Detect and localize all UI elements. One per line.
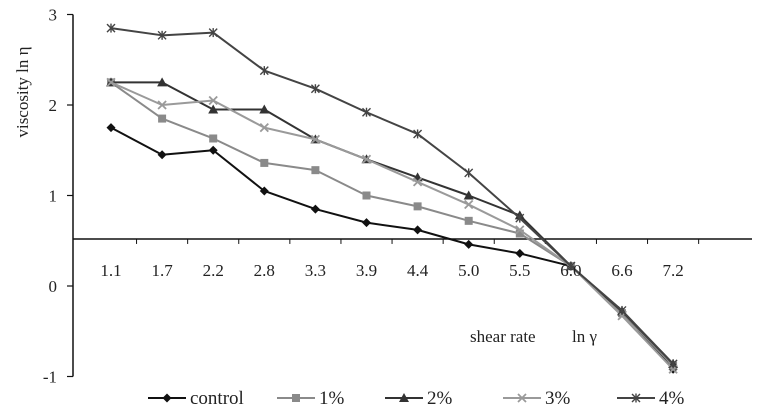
data-point — [668, 359, 678, 369]
legend-swatch-marker — [631, 393, 641, 403]
legend-item: control — [148, 388, 244, 409]
legend-item: 1% — [277, 388, 345, 409]
data-point — [464, 239, 474, 249]
data-point — [310, 134, 321, 145]
series-3 — [106, 77, 679, 368]
data-point — [208, 95, 218, 106]
data-point — [362, 191, 371, 200]
data-point — [260, 158, 269, 167]
legend-label: 1% — [319, 388, 345, 409]
legend-item: 4% — [617, 388, 685, 409]
data-point — [209, 134, 218, 143]
y-tick-label: -1 — [43, 368, 57, 387]
x-tick-label: 3.3 — [305, 261, 326, 280]
data-point — [310, 204, 320, 214]
x-tick-label: 5.5 — [509, 261, 530, 280]
y-tick-label: 3 — [49, 6, 58, 25]
data-point — [617, 305, 627, 315]
data-point — [464, 216, 473, 225]
data-point — [515, 225, 525, 235]
legend-item: 2% — [385, 388, 453, 409]
x-tick-label: 6.6 — [611, 261, 632, 280]
y-tick-label: 1 — [49, 187, 58, 206]
data-point — [413, 129, 423, 139]
x-tick-label: 5.0 — [458, 261, 479, 280]
data-point — [208, 28, 218, 38]
series-line — [110, 81, 674, 367]
legend-swatch-marker — [292, 394, 300, 402]
data-point — [464, 199, 474, 210]
data-point — [106, 77, 116, 88]
legend-item: 3% — [503, 388, 571, 409]
data-point — [157, 150, 167, 160]
data-point — [412, 177, 423, 187]
series-5 — [106, 23, 678, 369]
x-tick-label: 2.2 — [203, 261, 224, 280]
data-point — [157, 77, 168, 87]
data-point — [515, 248, 525, 258]
series-layer — [106, 23, 679, 374]
data-point — [208, 145, 218, 155]
data-point — [259, 66, 269, 76]
legend-label: 4% — [659, 388, 685, 409]
x-tick-label: 3.9 — [356, 261, 377, 280]
x-tick-label: 4.4 — [407, 261, 429, 280]
y-tick-label: 2 — [49, 96, 58, 115]
data-point — [515, 213, 525, 223]
labels: -1 0 1 2 3 1.1 1.7 2.2 2.8 3.3 3.9 4.4 5.0 5.5 6.0 6.6 7… — [13, 6, 684, 387]
x-axis-unit: ln γ — [572, 327, 597, 346]
data-point — [106, 23, 116, 33]
data-point — [463, 190, 474, 200]
series-line — [111, 81, 674, 365]
data-point — [311, 166, 320, 175]
legend-label: 2% — [427, 388, 453, 409]
legend-swatch-marker — [517, 393, 527, 403]
x-tick-label: 1.7 — [151, 261, 173, 280]
legend-swatch-marker — [162, 393, 172, 403]
legend-label: 3% — [545, 388, 571, 409]
data-point — [361, 154, 372, 164]
y-tick-label: 0 — [49, 277, 58, 296]
x-tick-label: 6.0 — [560, 261, 581, 280]
data-point — [158, 114, 167, 123]
x-axis-title: shear rate — [470, 327, 536, 346]
data-point — [413, 202, 422, 211]
data-point — [515, 229, 524, 238]
x-tick-label: 2.8 — [254, 261, 275, 280]
data-point — [566, 261, 576, 271]
data-point — [259, 186, 269, 196]
x-tick-label: 1.1 — [100, 261, 121, 280]
data-point — [157, 30, 167, 40]
data-point — [259, 104, 270, 114]
data-point — [362, 218, 371, 228]
data-point — [362, 107, 371, 117]
data-point — [413, 225, 423, 235]
series-line — [110, 27, 674, 365]
data-point — [106, 123, 116, 133]
data-point — [157, 100, 167, 110]
legend: control 1% 2% 3% 4% — [148, 388, 685, 409]
data-point — [259, 122, 269, 133]
data-point — [464, 168, 474, 178]
axes — [67, 13, 752, 378]
legend-swatch-marker — [399, 393, 409, 402]
data-point — [208, 104, 219, 114]
legend-label: control — [190, 388, 244, 409]
y-axis-title: viscosity ln η — [13, 46, 32, 137]
data-point — [310, 84, 320, 94]
x-tick-label: 7.2 — [662, 261, 683, 280]
